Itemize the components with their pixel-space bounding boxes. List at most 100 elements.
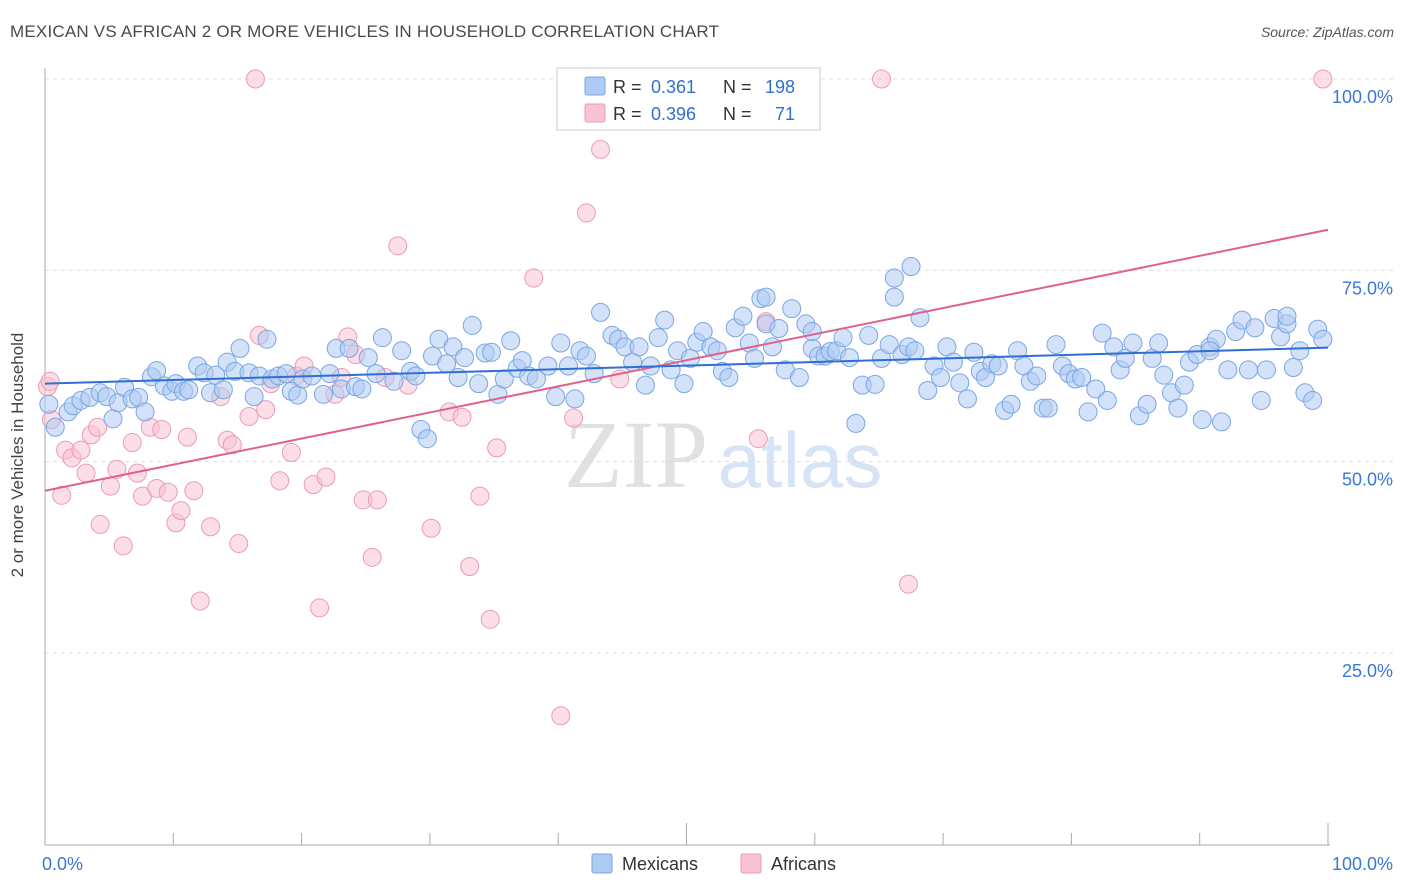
- chart-source: Source: ZipAtlas.com: [1260, 24, 1394, 40]
- mexicans-point-96: [693, 322, 713, 342]
- africans-point-24: [201, 517, 221, 537]
- mexicans-point-148: [1027, 366, 1047, 386]
- mexicans-point-165: [1137, 394, 1157, 414]
- mexicans-point-177: [1212, 412, 1232, 432]
- mexicans-point-150: [1038, 398, 1058, 418]
- mexicans-point-174: [1192, 410, 1212, 430]
- mexicans-point-44: [339, 338, 359, 358]
- africans-point-27: [222, 435, 242, 455]
- mexicans-point-1: [45, 417, 65, 437]
- legend-r-value-africans: 0.396: [651, 104, 696, 124]
- mexicans-point-8: [103, 409, 123, 429]
- mexicans-point-171: [1174, 375, 1194, 395]
- tick-labels: 25.0% 50.0% 75.0% 100.0% 0.0% 100.0%: [42, 87, 1393, 874]
- series-africans: [38, 69, 1333, 726]
- mexicans-point-195: [884, 268, 904, 288]
- mexicans-point-63: [469, 374, 489, 394]
- y-tick-label-100: 100.0%: [1332, 87, 1393, 107]
- mexicans-point-135: [943, 352, 963, 372]
- legend-bottom-swatch-mexicans: [591, 853, 613, 874]
- mexicans-point-86: [629, 337, 649, 357]
- x-tick-label-max: 100.0%: [1332, 854, 1393, 874]
- mexicans-point-191: [1303, 390, 1323, 410]
- y-tick-label-75: 75.0%: [1342, 278, 1393, 298]
- mexicans-point-178: [1218, 360, 1238, 380]
- trend-line-africans: [44, 228, 1329, 492]
- mexicans-point-170: [1168, 398, 1188, 418]
- africans-point-70: [88, 417, 108, 437]
- africans-point-18: [158, 482, 178, 502]
- legend-bottom-label-africans: Africans: [771, 854, 836, 874]
- africans-point-28: [229, 534, 249, 554]
- africans-point-6: [76, 463, 96, 483]
- africans-point-60: [564, 408, 584, 428]
- mexicans-point-100: [719, 367, 739, 387]
- legend-swatch-mexicans: [584, 76, 606, 96]
- mexicans-point-81: [591, 302, 611, 322]
- mexicans-point-102: [733, 306, 753, 326]
- mexicans-point-142: [988, 356, 1008, 376]
- mexicans-point-133: [931, 367, 951, 387]
- legend-n-label-mexicans: N =: [723, 77, 752, 97]
- africans-point-39: [310, 598, 330, 618]
- africans-point-10: [107, 459, 127, 479]
- africans-point-34: [270, 471, 290, 491]
- mexicans-point-182: [1245, 318, 1265, 338]
- africans-point-20: [171, 501, 191, 521]
- mexicans-point-13: [135, 402, 155, 422]
- mexicans-point-65: [481, 342, 501, 362]
- legend-r-value-mexicans: 0.361: [651, 77, 696, 97]
- africans-point-21: [177, 427, 197, 447]
- mexicans-point-156: [1078, 402, 1098, 422]
- africans-point-69: [40, 371, 60, 391]
- africans-point-32: [256, 400, 276, 420]
- legend-swatch-africans: [584, 103, 606, 123]
- mexicans-point-90: [655, 310, 675, 330]
- africans-point-53: [452, 407, 472, 427]
- africans-point-8: [90, 514, 110, 534]
- mexicans-point-40: [313, 384, 333, 404]
- mexicans-point-79: [576, 346, 596, 366]
- legend-n-label-africans: N =: [723, 104, 752, 124]
- mexicans-point-61: [455, 348, 475, 368]
- mexicans-point-53: [406, 366, 426, 386]
- mexicans-point-194: [756, 287, 776, 307]
- africans-point-64: [748, 429, 768, 449]
- y-tick-label-50: 50.0%: [1342, 470, 1393, 490]
- mexicans-point-50: [384, 371, 404, 391]
- mexicans-point-49: [372, 328, 392, 348]
- africans-point-11: [113, 536, 133, 556]
- y-tick-label-25: 25.0%: [1342, 661, 1393, 681]
- mexicans-point-62: [462, 315, 482, 335]
- legend-r-label-africans: R =: [613, 104, 642, 124]
- mexicans-point-144: [1001, 394, 1021, 414]
- mexicans-point-47: [358, 348, 378, 368]
- africans-point-62: [591, 139, 611, 159]
- mexicans-point-73: [538, 356, 558, 376]
- mexicans-point-87: [635, 375, 655, 395]
- mexicans-point-157: [1086, 379, 1106, 399]
- mexicans-point-68: [501, 331, 521, 351]
- legend-bottom: Mexicans Africans: [591, 853, 836, 874]
- axes: [44, 68, 1330, 846]
- mexicans-point-37: [288, 385, 308, 405]
- mexicans-point-108: [769, 318, 789, 338]
- mexicans-point-118: [833, 328, 853, 348]
- mexicans-point-155: [1072, 367, 1092, 387]
- africans-point-35: [281, 442, 301, 462]
- africans-point-5: [71, 440, 91, 460]
- mexicans-point-125: [879, 335, 899, 355]
- legend-n-value-mexicans: 198: [765, 77, 795, 97]
- africans-point-29: [239, 407, 259, 427]
- legend-bottom-swatch-africans: [740, 853, 762, 874]
- mexicans-point-129: [905, 341, 925, 361]
- mexicans-point-25: [213, 380, 233, 400]
- africans-point-59: [551, 706, 571, 726]
- chart-title: MEXICAN VS AFRICAN 2 OR MORE VEHICLES IN…: [10, 22, 720, 41]
- mexicans-point-30: [244, 387, 264, 407]
- africans-point-56: [480, 609, 500, 629]
- legend-bottom-label-mexicans: Mexicans: [622, 854, 698, 874]
- series-mexicans: [39, 257, 1333, 449]
- mexicans-point-199: [1277, 306, 1297, 326]
- africans-point-23: [190, 591, 210, 611]
